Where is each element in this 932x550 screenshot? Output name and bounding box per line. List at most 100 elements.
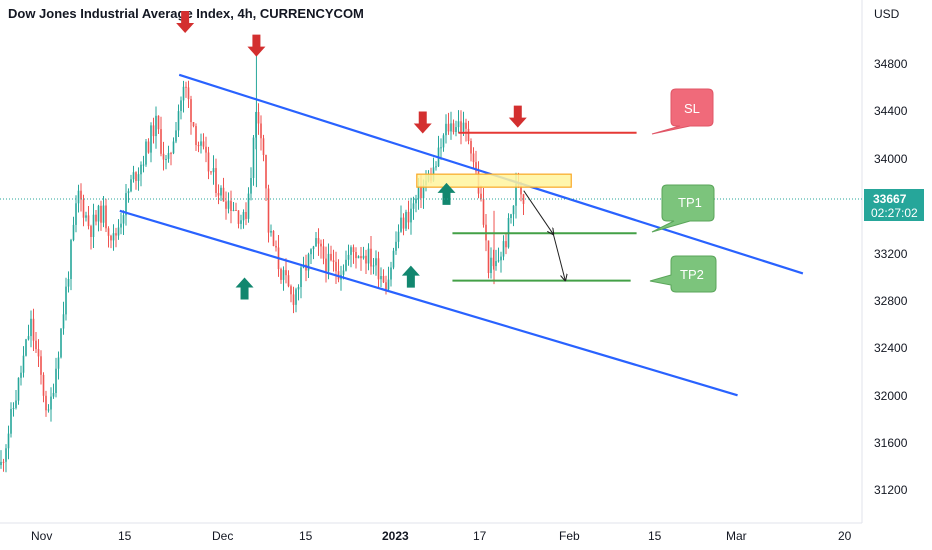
tp1-callout-box xyxy=(651,184,715,233)
tp2-callout[interactable]: TP2 xyxy=(649,255,717,293)
candle-body xyxy=(167,153,170,159)
projection-arrow xyxy=(523,190,554,235)
candle-body xyxy=(365,255,367,264)
candle-body xyxy=(202,141,205,147)
candle-body xyxy=(187,87,190,100)
candle-body xyxy=(462,122,465,132)
candle-body xyxy=(222,187,225,202)
candle-body xyxy=(465,122,467,129)
candle-body xyxy=(480,193,482,199)
price-tick: 31600 xyxy=(874,436,908,450)
candle-body xyxy=(212,168,215,173)
candle-body xyxy=(5,448,7,462)
sell-signal-arrow-icon xyxy=(247,34,266,57)
candle-body xyxy=(382,276,385,283)
candle-body xyxy=(422,185,425,199)
candle-body xyxy=(127,191,130,194)
candle-body xyxy=(65,286,67,315)
time-axis-ticks: Nov 15 Dec 15 2023 17 Feb 15 Mar 20 xyxy=(31,529,852,543)
time-tick: 2023 xyxy=(382,529,409,543)
sell-signal-arrow-icon xyxy=(413,111,432,134)
candle-body xyxy=(205,146,207,153)
candle-body xyxy=(397,231,400,242)
candle-body xyxy=(352,247,355,252)
candle-body xyxy=(110,235,112,241)
candle-body xyxy=(7,433,10,449)
candle-body xyxy=(350,247,352,255)
candle-body xyxy=(470,141,472,154)
candle-body xyxy=(360,256,362,259)
candle-body xyxy=(455,127,457,132)
resistance-zone xyxy=(416,173,572,188)
candle-body xyxy=(200,141,202,146)
candle-body xyxy=(505,241,507,248)
sl-callout[interactable]: SL xyxy=(651,88,714,135)
candle-body xyxy=(137,174,140,181)
candle-body xyxy=(25,339,27,356)
candle-body xyxy=(355,252,357,259)
current-price-tag xyxy=(864,189,924,221)
candle-body xyxy=(12,408,15,409)
tp1-callout[interactable]: TP1 xyxy=(651,184,715,233)
candle-body xyxy=(402,217,405,229)
sell-signal-arrow-icon xyxy=(176,10,195,33)
candle-body xyxy=(262,138,265,155)
candle-body xyxy=(405,211,407,229)
candle-body xyxy=(290,286,292,295)
candle-body xyxy=(410,208,412,223)
candles-layer xyxy=(0,45,525,473)
candle-body xyxy=(265,154,267,189)
candle-body xyxy=(515,183,517,206)
tp2-label: TP2 xyxy=(680,267,704,282)
trendline-lower xyxy=(119,209,738,397)
candle-body xyxy=(95,214,97,222)
candle-body xyxy=(42,374,45,396)
candle-body xyxy=(87,215,90,227)
candle-body xyxy=(475,162,477,172)
candle-body xyxy=(377,258,380,280)
candle-body xyxy=(257,112,260,124)
candle-body xyxy=(415,198,417,204)
candle-body xyxy=(117,227,120,236)
candle-body xyxy=(90,226,92,237)
candle-body xyxy=(125,193,127,216)
candle-body xyxy=(435,166,437,168)
candle-body xyxy=(380,276,382,280)
candle-body xyxy=(217,193,220,196)
candle-body xyxy=(155,115,157,137)
candle-body xyxy=(130,179,132,192)
candle-body xyxy=(175,130,177,142)
candle-body xyxy=(132,172,135,180)
candle-body xyxy=(240,220,242,224)
candle-body xyxy=(225,201,227,209)
price-tick: 32000 xyxy=(874,389,908,403)
candle-body xyxy=(172,141,175,154)
candle-body xyxy=(52,393,55,397)
candle-body xyxy=(197,145,200,147)
price-axis-unit: USD xyxy=(874,7,900,21)
candle-body xyxy=(272,231,275,246)
candle-body xyxy=(310,249,312,255)
time-tick: Mar xyxy=(726,529,747,543)
projection-arrow xyxy=(552,234,565,280)
candle-body xyxy=(50,396,52,410)
candle-body xyxy=(160,129,162,154)
sl-label: SL xyxy=(684,101,700,116)
candle-body xyxy=(362,255,365,259)
candle-body xyxy=(210,171,212,173)
candle-body xyxy=(390,267,392,280)
candle-body xyxy=(107,228,110,236)
tp1-label: TP1 xyxy=(678,195,702,210)
candle-body xyxy=(182,86,185,101)
candle-body xyxy=(322,246,325,259)
price-tick: 32400 xyxy=(874,341,908,355)
candle-body xyxy=(20,372,22,378)
candle-body xyxy=(327,253,330,272)
price-tick: 32800 xyxy=(874,294,908,308)
candle-body xyxy=(237,210,240,224)
candle-body xyxy=(280,269,282,280)
candle-body xyxy=(30,318,32,337)
candle-body xyxy=(145,141,147,165)
candle-body xyxy=(270,231,272,233)
